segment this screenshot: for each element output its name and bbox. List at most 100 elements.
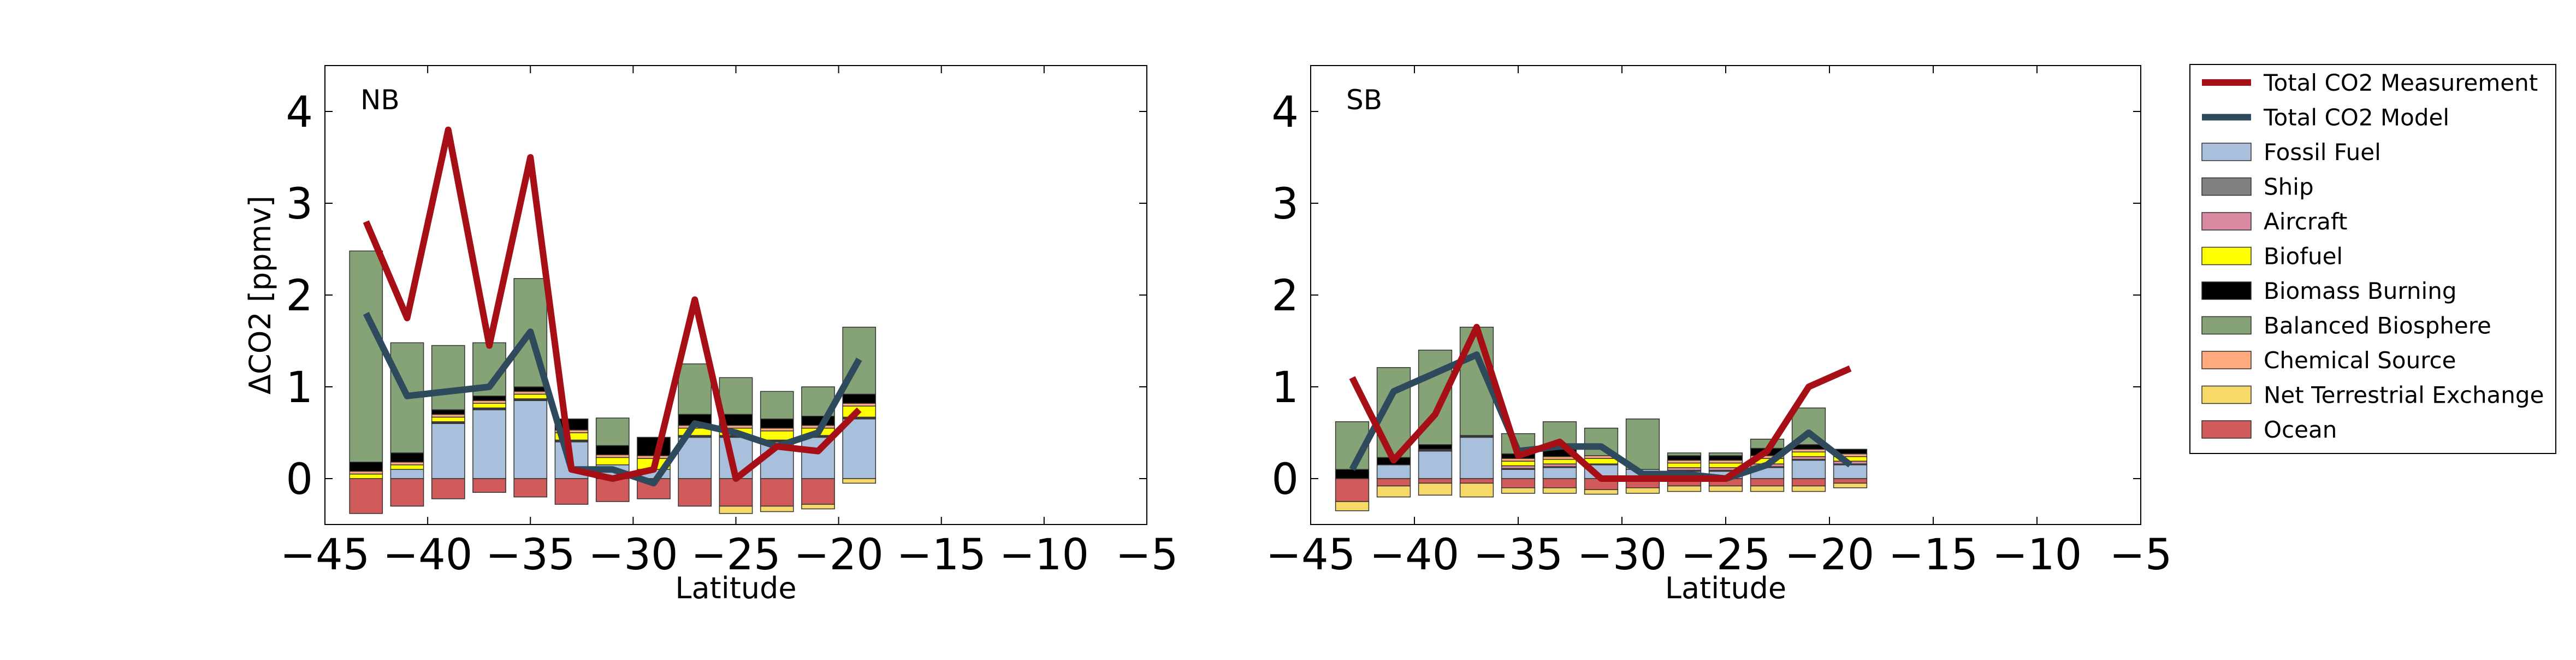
panel-label: NB [360, 84, 400, 116]
bar-segment-net-terrestrial-exchange [1459, 482, 1494, 498]
legend-patch [2201, 316, 2252, 335]
bar-segment-fossil-fuel [431, 423, 465, 479]
x-tick-label: −5 [2110, 531, 2172, 580]
bar-segment-ocean [472, 478, 506, 493]
legend-label: Net Terrestrial Exchange [2264, 382, 2544, 409]
bar-segment-ocean [1459, 478, 1494, 484]
bar-segment-aircraft [1542, 463, 1577, 467]
bar-segment-fossil-fuel [1542, 467, 1577, 479]
x-tick-label: −40 [383, 531, 473, 580]
bar-segment-balanced-biosphere [1625, 419, 1660, 470]
bar-segment-biofuel [390, 464, 424, 470]
bar-segment-ocean [1750, 478, 1785, 487]
legend-label: Total CO2 Measurement [2263, 69, 2538, 96]
x-tick-label: −35 [485, 531, 576, 580]
bar-segment-ocean [1833, 478, 1868, 484]
legend-label: Biofuel [2264, 243, 2343, 270]
bar-segment-ocean [1791, 478, 1826, 487]
y-tick-label: 3 [1271, 180, 1299, 229]
legend-label: Ocean [2264, 416, 2337, 443]
bar-segment-net-terrestrial-exchange [1501, 487, 1536, 494]
bar-segment-chemical-source [1667, 459, 1702, 464]
bar-segment-chemical-source [1791, 449, 1826, 453]
y-tick-label: 4 [1271, 88, 1299, 137]
x-tick-label: −30 [588, 531, 678, 580]
panel-label: SB [1346, 84, 1382, 116]
bar-segment-biomass-burning [842, 393, 877, 404]
bar-segment-net-terrestrial-exchange [1418, 482, 1453, 496]
bar-segment-biomass-burning [1708, 455, 1743, 461]
bar-segment-fossil-fuel [1791, 459, 1826, 479]
x-tick-label: −45 [280, 531, 370, 580]
x-tick-label: −45 [1266, 531, 1356, 580]
bar-segment-biomass-burning [760, 419, 794, 429]
bar-segment-net-terrestrial-exchange [719, 505, 753, 514]
bar-segment-ocean [719, 478, 753, 507]
legend-patch [2201, 212, 2252, 231]
bar-segment-biomass-burning [472, 396, 506, 401]
chart-panel-sb: −45 −40 −35 −30 −25 −20 −15 −10 −5 0 1 2 3 4 SB Latitud… [1266, 65, 2172, 605]
bar-segment-fossil-fuel [472, 409, 506, 479]
bar-segment-biofuel [1584, 458, 1619, 464]
legend-patch [2201, 143, 2252, 161]
legend-label: Chemical Source [2264, 347, 2456, 374]
bar-segment-net-terrestrial-exchange [760, 505, 794, 512]
bar-segment-biomass-burning [1667, 455, 1702, 461]
x-tick-label: −25 [691, 531, 781, 580]
bar-segment-fossil-fuel [513, 400, 548, 479]
y-tick-label: 0 [286, 455, 313, 504]
y-tick-label: 2 [286, 272, 313, 321]
x-tick-label: −5 [1116, 531, 1179, 580]
legend-patch [2201, 177, 2252, 196]
bar-segment-biofuel [1708, 462, 1743, 468]
x-tick-label: −25 [1681, 531, 1771, 580]
x-axis-label: Latitude [675, 571, 796, 605]
bar-segment-biomass-burning [431, 409, 465, 415]
bar-segment-net-terrestrial-exchange [842, 478, 877, 484]
bar-segment-chemical-source [472, 400, 506, 404]
bar-segment-biomass-burning [513, 386, 548, 392]
legend-label: Fossil Fuel [2264, 139, 2381, 166]
bar-segment-biofuel [349, 473, 383, 479]
chart-panel-nb: −45 −40 −35 −30 −25 −20 −15 −10 −5 0 1 2 3 4 NB Latitud… [243, 65, 1179, 605]
x-tick-label: −30 [1577, 531, 1667, 580]
y-tick-label: 0 [1271, 455, 1299, 504]
bar-segment-ocean [801, 478, 835, 505]
bar-segment-aircraft [1667, 467, 1702, 471]
bar-segment-chemical-source [390, 462, 424, 465]
bar-segment-net-terrestrial-exchange [1667, 485, 1702, 492]
bar-segment-biofuel [1542, 458, 1577, 464]
bar-segment-balanced-biosphere [678, 363, 712, 415]
y-tick-label: 3 [286, 180, 313, 229]
x-tick-label: −10 [999, 531, 1089, 580]
x-tick-label: −20 [793, 531, 884, 580]
bar-segment-biofuel [1501, 461, 1536, 467]
bar-segment-net-terrestrial-exchange [1584, 489, 1619, 495]
bar-segment-biomass-burning [1335, 469, 1370, 479]
bar-segment-fossil-fuel [1459, 437, 1494, 479]
series-line-model [1349, 351, 1852, 482]
bar-segment-chemical-source [513, 391, 548, 395]
x-tick-label: −15 [896, 531, 986, 580]
bar-segment-chemical-source [842, 403, 877, 407]
bar-segment-balanced-biosphere [719, 377, 753, 415]
bar-segment-balanced-biosphere [349, 250, 383, 463]
bar-segment-chemical-source [595, 454, 630, 458]
bar-segment-net-terrestrial-exchange [1750, 485, 1785, 492]
bar-segment-ocean [1542, 478, 1577, 488]
x-tick-label: −10 [1992, 531, 2082, 580]
bar-segment-ocean [760, 478, 794, 507]
bar-segment-ocean [513, 478, 548, 498]
bar-segment-biomass-burning [637, 437, 671, 456]
bar-segment-fossil-fuel [1376, 464, 1411, 479]
bar-segment-ocean [595, 478, 630, 502]
bar-segment-ocean [431, 478, 465, 499]
bar-segment-ocean [1418, 478, 1453, 484]
x-tick-label: −20 [1785, 531, 1875, 580]
bar-segment-balanced-biosphere [1667, 452, 1702, 456]
bar-segment-ocean [349, 478, 383, 514]
x-axis-label: Latitude [1665, 571, 1786, 605]
bar-segment-ocean [554, 478, 589, 505]
bar-segment-biomass-burning [1418, 444, 1453, 450]
